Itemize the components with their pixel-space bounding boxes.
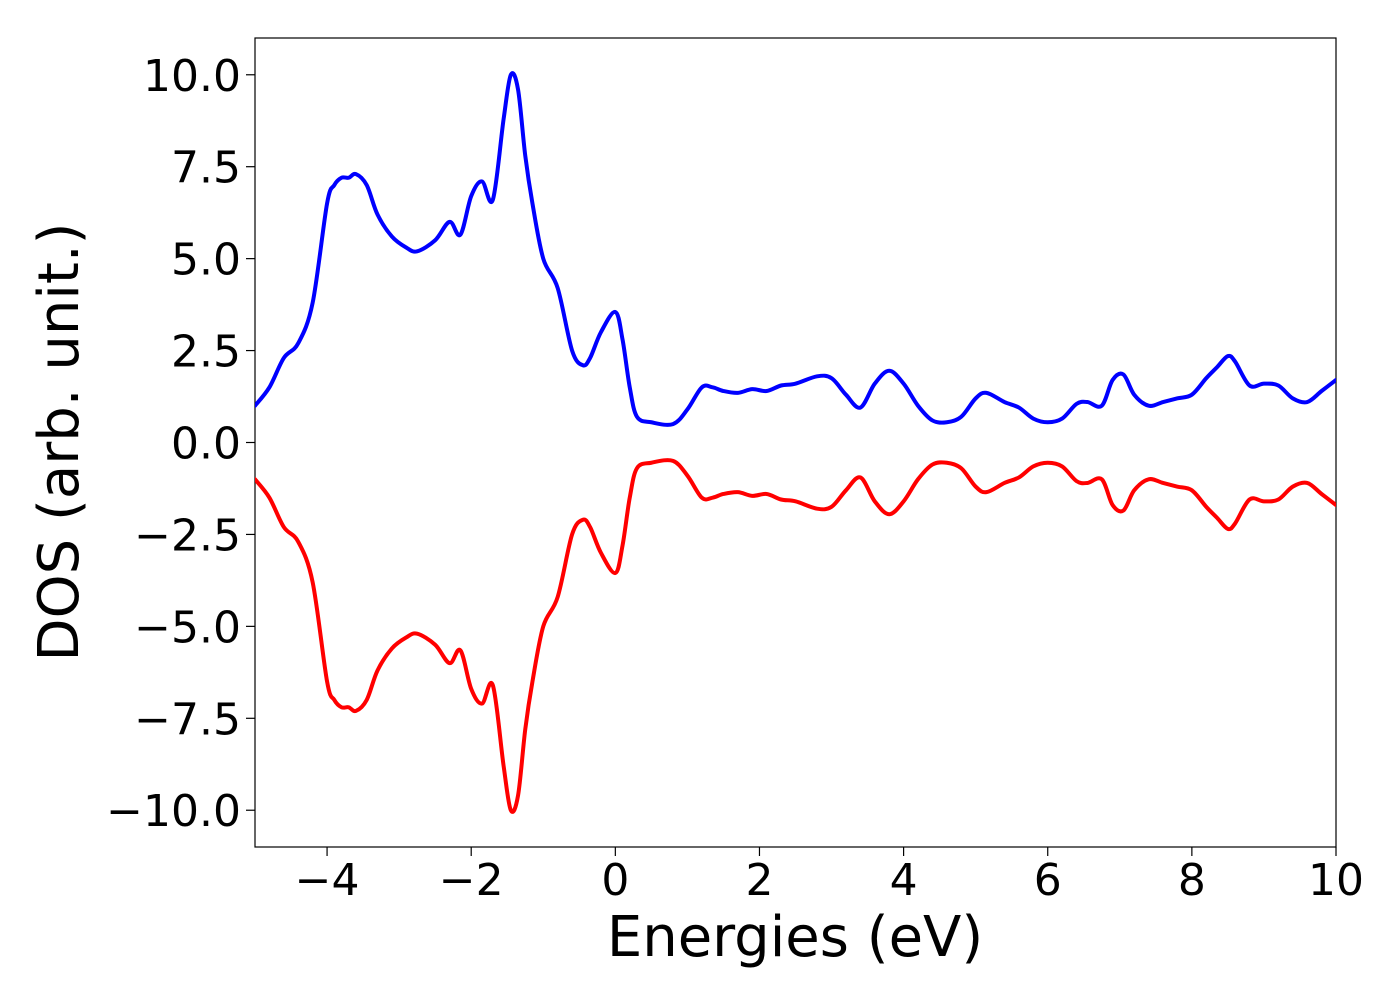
x-tick-label: 4: [890, 855, 918, 906]
x-tick-label: −2: [439, 855, 504, 906]
y-tick-label: −10.0: [106, 786, 241, 837]
x-tick-label: 6: [1034, 855, 1062, 906]
series-line-spin-down: [255, 458, 1336, 814]
series-line-spin-up: [255, 71, 1336, 427]
y-tick-label: 5.0: [171, 235, 241, 286]
y-tick-label: 10.0: [143, 51, 241, 102]
y-tick-label: −2.5: [134, 510, 241, 561]
y-tick-label: 2.5: [171, 327, 241, 378]
y-axis-ticks: 10.0 7.5 5.0 2.5 0.0 −2.5 −5.0 −7.5 −10.0: [106, 51, 255, 837]
y-tick-label: 0.0: [171, 419, 241, 470]
x-tick-label: 0: [601, 855, 629, 906]
y-tick-label: −5.0: [134, 602, 241, 653]
x-tick-label: 8: [1178, 855, 1206, 906]
y-tick-label: 7.5: [171, 143, 241, 194]
x-axis-title: Energies (eV): [607, 905, 983, 970]
x-tick-label: 2: [745, 855, 773, 906]
plot-frame: [254, 37, 1337, 848]
y-tick-label: −7.5: [134, 694, 241, 745]
x-tick-label: 10: [1308, 855, 1364, 906]
y-axis-title: DOS (arb. unit.): [27, 222, 92, 661]
x-axis-ticks: −4 −2 0 2 4 6 8 10: [295, 847, 1364, 906]
x-tick-label: −4: [295, 855, 360, 906]
series-layer: [255, 71, 1336, 814]
